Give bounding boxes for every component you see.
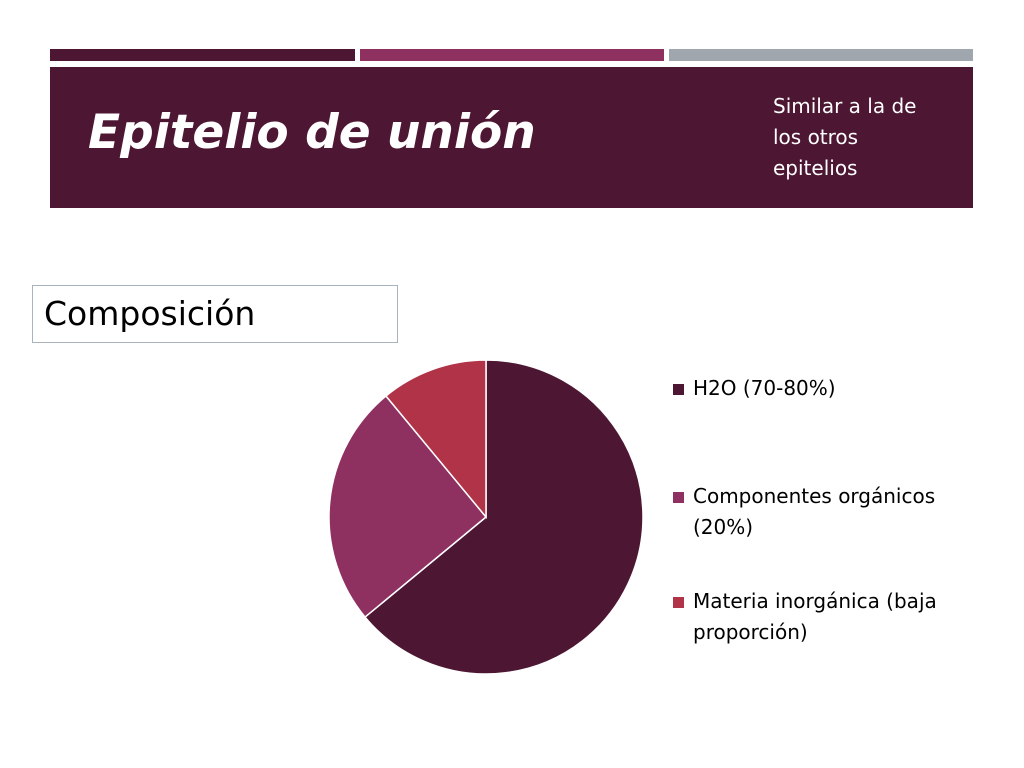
accent-bar-1 (50, 49, 355, 61)
legend-label-h2o: H2O (70-80%) (693, 376, 836, 400)
section-label-box: Composición (32, 285, 398, 343)
legend-swatch-h2o (673, 384, 684, 395)
header-band: Epitelio de unión Similar a la de los ot… (50, 67, 973, 208)
pie-slice-inorganic (384, 359, 487, 520)
legend-label-inorganic: Materia inorgánica (baja proporción) (693, 589, 937, 644)
accent-bar-2 (360, 49, 664, 61)
section-label: Composición (44, 294, 256, 333)
pie-slice-organic (328, 394, 488, 619)
slide-subtitle: Similar a la de los otros epitelios (773, 94, 917, 180)
legend-label-organic: Componentes orgánicos (20%) (693, 484, 936, 539)
legend-swatch-inorganic (673, 597, 684, 608)
legend-swatch-organic (673, 492, 684, 503)
pie-slice-h2o (363, 359, 644, 675)
pie-slices (328, 359, 644, 675)
slide-title: Epitelio de unión (88, 105, 536, 160)
accent-bar-3 (669, 49, 973, 61)
